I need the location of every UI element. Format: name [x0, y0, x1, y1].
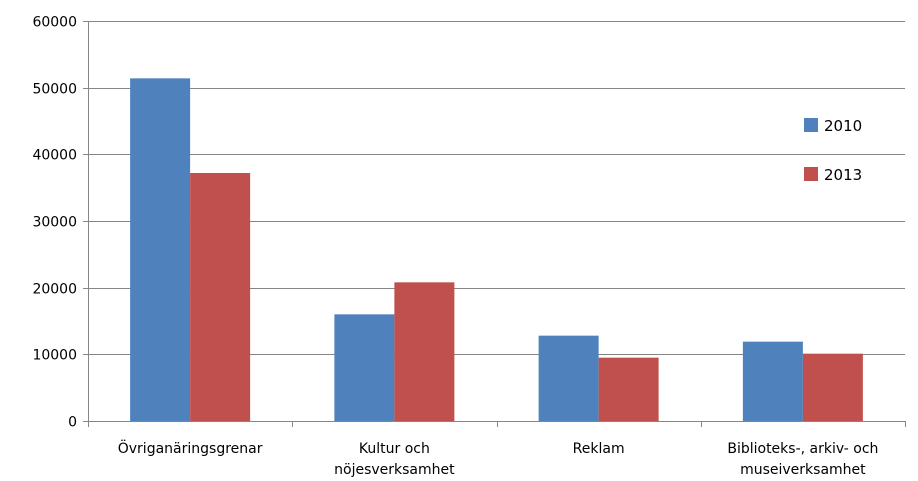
x-tick-label: Reklam: [573, 441, 625, 457]
legend-swatch-2010: [804, 118, 818, 132]
legend-swatch-2013: [804, 167, 818, 181]
x-tick-label: Övriganäringsgrenar: [118, 439, 263, 457]
x-tick-label: Kultur och: [359, 441, 430, 457]
bar-2010-3: [742, 341, 803, 421]
legend: 2010 2013: [804, 117, 862, 184]
y-tick-label: 0: [68, 415, 77, 431]
bar-2013-1: [394, 282, 455, 421]
x-axis: Övriganäringsgrenar Kultur och nöjesverksa…: [88, 421, 906, 478]
bar-2013-3: [802, 353, 863, 421]
bars: [130, 78, 863, 421]
y-tick-label: 50000: [32, 82, 77, 98]
x-tick-label: Biblioteks-, arkiv- och: [727, 441, 878, 457]
y-tick-label: 40000: [32, 148, 77, 164]
y-axis: 0 10000 20000 30000 40000 50000 60000: [32, 15, 89, 431]
x-tick-label: museiverksamhet: [740, 462, 866, 478]
bar-2013-2: [598, 357, 659, 421]
x-tick-label: nöjesverksamhet: [334, 462, 455, 478]
legend-label: 2010: [824, 117, 862, 135]
y-tick-label: 60000: [32, 15, 77, 31]
bar-2013-0: [190, 173, 251, 421]
bar-2010-2: [538, 335, 599, 421]
legend-label: 2013: [824, 166, 862, 184]
bar-2010-1: [334, 314, 395, 421]
y-tick-label: 10000: [32, 348, 77, 364]
y-tick-label: 20000: [32, 282, 77, 298]
y-tick-label: 30000: [32, 215, 77, 231]
bar-2010-0: [130, 78, 191, 421]
